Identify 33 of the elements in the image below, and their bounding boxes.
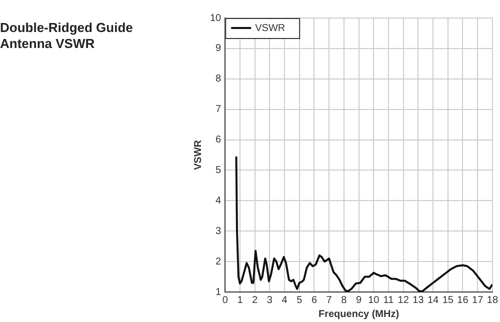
y-tick-label: 1: [216, 286, 222, 298]
x-tick-label: 7: [326, 294, 332, 306]
x-tick-label: 2: [252, 294, 258, 306]
x-tick-label: 6: [311, 294, 318, 306]
x-tick-label: 3: [266, 294, 273, 306]
x-tick-label: 9: [356, 294, 362, 306]
y-tick-label: 6: [216, 134, 222, 146]
x-tick-label: 5: [296, 294, 303, 306]
x-tick-label: 11: [383, 294, 394, 306]
x-axis-title: Frequency (MHz): [318, 308, 400, 320]
x-tick-label: 16: [457, 294, 469, 306]
x-tick-label: 4: [282, 294, 288, 306]
y-tick-label: 8: [216, 74, 222, 85]
x-tick-label: 1: [237, 294, 244, 306]
x-tick-label: 18: [486, 294, 498, 306]
y-tick-label: 7: [216, 104, 222, 116]
y-tick-label: 10: [210, 12, 222, 24]
y-tick-label: 4: [216, 195, 222, 206]
text: Double-Ridged Guide Antenna VSWR: [0, 20, 134, 52]
x-tick-label: 0: [222, 294, 228, 306]
y-tick-label: 3: [216, 226, 222, 237]
legend-label: VSWR: [255, 22, 286, 34]
x-tick-label: 15: [442, 294, 454, 306]
x-tick-label: 12: [398, 294, 410, 306]
y-tick-label: 9: [216, 43, 222, 54]
x-tick-label: 14: [427, 294, 440, 306]
x-tick-label: 8: [341, 294, 348, 306]
y-axis-title: VSWR: [192, 139, 204, 170]
x-tick-label: 13: [412, 294, 424, 306]
x-tick-label: 10: [368, 294, 380, 306]
y-tick-label: 2: [216, 256, 222, 268]
y-tick-label: 5: [216, 164, 222, 176]
x-tick-label: 17: [472, 294, 484, 306]
